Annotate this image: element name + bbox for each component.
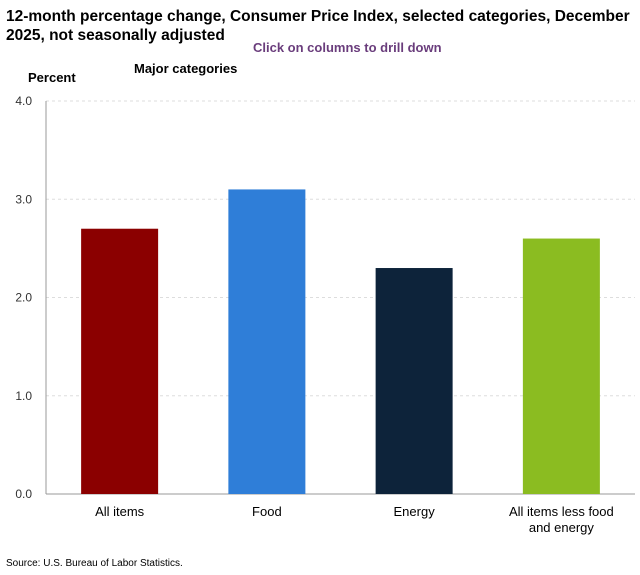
group-label: Major categories <box>134 61 238 76</box>
y-tick-label: 1.0 <box>15 389 32 403</box>
bar-energy[interactable] <box>375 268 453 494</box>
x-tick-label: All items less food and energy <box>509 504 614 535</box>
x-tick-label: Energy <box>394 504 436 519</box>
source-note: Source: U.S. Bureau of Labor Statistics. <box>6 558 183 569</box>
y-tick-label: 0.0 <box>15 487 32 501</box>
y-tick-label: 2.0 <box>15 291 32 305</box>
y-tick-label: 4.0 <box>15 94 32 108</box>
drill-down-hint: Click on columns to drill down <box>253 40 442 55</box>
y-tick-label: 3.0 <box>15 192 32 206</box>
y-axis-label: Percent <box>28 70 76 85</box>
bar-all-items-less-food-and-energy[interactable] <box>522 238 600 494</box>
chart-title: 12-month percentage change, Consumer Pri… <box>6 8 630 44</box>
x-tick-label: All items <box>95 504 145 519</box>
x-tick-label: Food <box>252 504 282 519</box>
bar-all-items[interactable] <box>81 228 159 494</box>
bar-food[interactable] <box>228 189 306 495</box>
